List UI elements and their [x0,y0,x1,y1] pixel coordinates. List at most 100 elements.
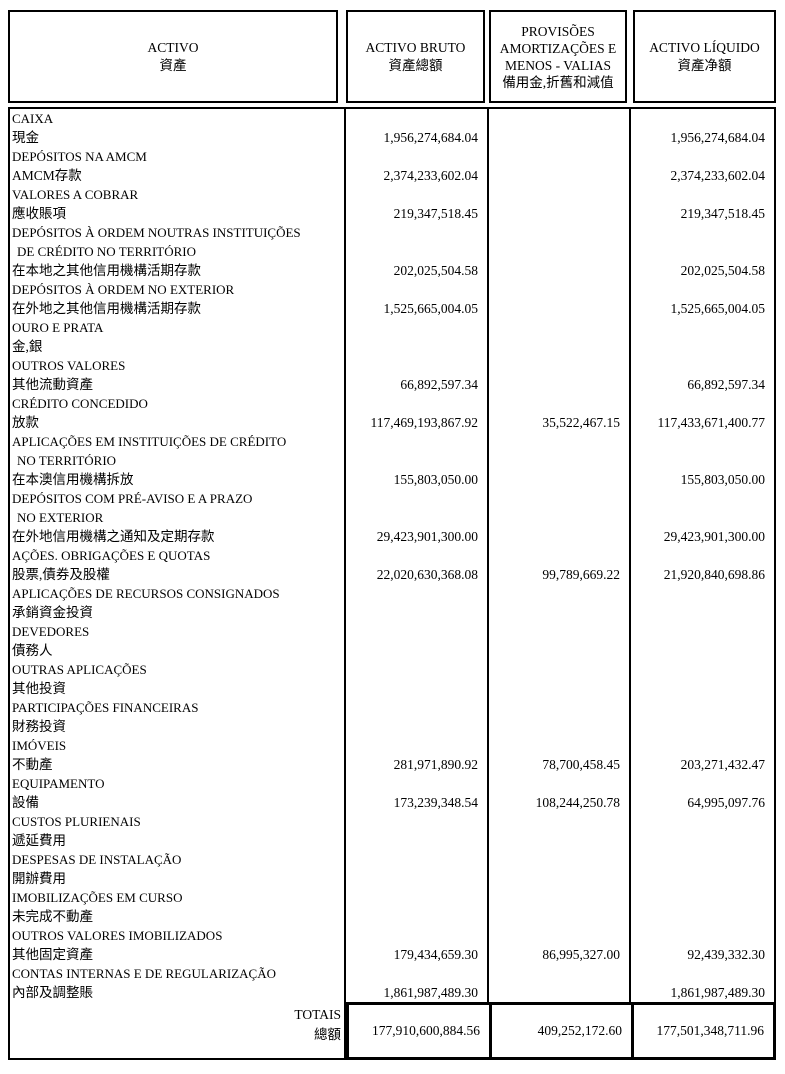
row-label: APLICAÇÕES EM INSTITUIÇÕES DE CRÉDITO NO … [12,432,344,489]
row-label-zh: 在外地信用機構之通知及定期存款 [12,529,215,544]
cell-bruto: 117,469,193,867.92 [370,415,479,430]
row-label-pt: VALORES A COBRAR [12,187,139,202]
row-label-pt: DEVEDORES [12,624,90,639]
cell-bruto [346,850,487,888]
cell-prov: 86,995,327.00 [542,947,620,962]
row-label: VALORES A COBRAR 應收賬項 [12,185,344,223]
cell-bruto: 29,423,901,300.00 [376,529,478,544]
cell-bruto: 179,434,659.30 [393,947,478,962]
row-label-pt: APLICAÇÕES DE RECURSOS CONSIGNADOS [12,586,280,601]
cell-prov [489,964,629,1002]
row-label: DEVEDORES 債務人 [12,622,344,660]
cell-bruto [346,698,487,736]
cell-bruto: 281,971,890.92 [393,757,478,772]
row-label-pt: OURO E PRATA [12,320,104,335]
cell-liq: 219,347,518.45 [680,206,765,221]
row-label-pt: AÇÕES. OBRIGAÇÕES E QUOTAS [12,548,211,563]
cell-prov [489,489,629,546]
cell-liq: 155,803,050.00 [680,472,765,487]
cell-bruto: 219,347,518.45 [393,206,478,221]
row-label: AÇÕES. OBRIGAÇÕES E QUOTAS 股票,債券及股權 [12,546,344,584]
row-label-zh: 在外地之其他信用機構活期存款 [12,301,201,316]
table-header: ACTIVO 資產 ACTIVO BRUTO 資產總額 PROVISÕES AM… [8,10,776,103]
balance-sheet-table: ACTIVO 資產 ACTIVO BRUTO 資產總額 PROVISÕES AM… [8,10,776,1060]
row-label: PARTICIPAÇÕES FINANCEIRAS 財務投資 [12,698,344,736]
activo-column: CAIXA 現金 DEPÓSITOS NA AMCM AMCM存款 VALORES A … [8,107,346,1060]
row-label: DESPESAS DE INSTALAÇÃO 開辦費用 [12,850,344,888]
cell-liq: 29,423,901,300.00 [663,529,765,544]
row-label-zh: 設備 [12,795,39,810]
header-cell-activo: ACTIVO 資產 [8,10,338,103]
header-cell-provisoes: PROVISÕES AMORTIZAÇÕES E MENOS - VALIAS … [489,10,627,103]
header-label-pt: MENOS - VALIAS [504,57,612,73]
cell-bruto [346,812,487,850]
row-label-pt: CAIXA [12,111,54,126]
row-label: CRÉDITO CONCEDIDO 放款 [12,394,344,432]
header-label-zh: 資產總額 [388,57,443,73]
header-cell-activo-liquido: ACTIVO LÍQUIDO 資產净額 [633,10,776,103]
cell-liq: 1,861,987,489.30 [670,985,766,1000]
row-label-zh: 金,銀 [12,339,43,354]
cell-prov [489,280,629,318]
row-label-zh: 未完成不動產 [12,909,93,924]
row-label: CAIXA 現金 [12,109,344,147]
cell-prov [489,356,629,394]
cell-liq [631,888,774,926]
cell-liq [631,812,774,850]
row-label: OUTRAS APLICAÇÕES 其他投資 [12,660,344,698]
row-label-zh: 現金 [12,130,39,145]
row-label-zh: 應收賬項 [12,206,66,221]
totals-label: TOTAIS 總額 [10,1002,344,1058]
cell-bruto: 202,025,504.58 [393,263,478,278]
header-label-pt: ACTIVO LÍQUIDO [649,39,760,55]
cell-prov [489,698,629,736]
row-label-zh: 不動產 [12,757,53,772]
cell-liq: 64,995,097.76 [687,795,765,810]
cell-prov [489,185,629,223]
cell-liq [631,698,774,736]
row-label-pt: DEPÓSITOS À ORDEM NO EXTERIOR [12,282,235,297]
row-label-zh: 在本澳信用機構拆放 [12,472,134,487]
row-label-pt: PARTICIPAÇÕES FINANCEIRAS [12,700,199,715]
cell-liq: 21,920,840,698.86 [663,567,765,582]
row-label-zh: 其他流動資產 [12,377,93,392]
row-label: DEPÓSITOS À ORDEM NO EXTERIOR 在外地之其他信用機構活… [12,280,344,318]
header-label-zh: 備用金,折舊和減值 [502,74,614,90]
column-activo-bruto: 1,956,274,684.04 2,374,233,602.04 219,347,… [346,109,489,1002]
row-label: CUSTOS PLURIENAIS 遞延費用 [12,812,344,850]
cell-bruto: 22,020,630,368.08 [376,567,478,582]
row-label-pt: EQUIPAMENTO [12,776,105,791]
row-label-pt: DE CRÉDITO NO TERRITÓRIO [17,244,196,259]
totals-label-zh: 總額 [314,1027,341,1042]
header-cell-activo-bruto: ACTIVO BRUTO 資產總額 [346,10,485,103]
cell-liq: 2,374,233,602.04 [670,168,766,183]
row-label: EQUIPAMENTO 設備 [12,774,344,812]
row-label: IMÓVEIS 不動產 [12,736,344,774]
cell-liq [631,850,774,888]
cell-liq: 92,439,332.30 [687,947,765,962]
row-label: OUTROS VALORES IMOBILIZADOS 其他固定資產 [12,926,344,964]
row-label-zh: 債務人 [12,643,53,658]
totals-label-pt: TOTAIS [294,1007,341,1022]
header-label-pt: ACTIVO [147,39,199,55]
row-label-pt: IMÓVEIS [12,738,67,753]
column-activo-liquido: 1,956,274,684.04 2,374,233,602.04 219,347,… [631,109,776,1002]
cell-bruto [346,660,487,698]
row-label-zh: 在本地之其他信用機構活期存款 [12,263,201,278]
row-label: CONTAS INTERNAS E DE REGULARIZAÇÃO 內部及調整賬 [12,964,344,1002]
cell-prov [489,888,629,926]
cell-liq: 117,433,671,400.77 [657,415,766,430]
cell-liq: 1,956,274,684.04 [670,130,766,145]
cell-prov: 35,522,467.15 [542,415,620,430]
value-columns-body: 1,956,274,684.04 2,374,233,602.04 219,347,… [346,107,776,1002]
header-label-pt: ACTIVO BRUTO [365,39,466,55]
cell-bruto: 1,861,987,489.30 [383,985,479,1000]
header-label-pt: PROVISÕES [521,23,595,39]
cell-liq: 203,271,432.47 [680,757,765,772]
row-label-zh: 內部及調整賬 [12,985,93,1000]
row-label-pt: CUSTOS PLURIENAIS [12,814,141,829]
cell-bruto [346,318,487,356]
column-provisoes: 35,522,467.15 99,789,669.22 78,700,458.45 1… [489,109,631,1002]
row-label-zh: 遞延費用 [12,833,66,848]
row-label-pt: CRÉDITO CONCEDIDO [12,396,148,411]
